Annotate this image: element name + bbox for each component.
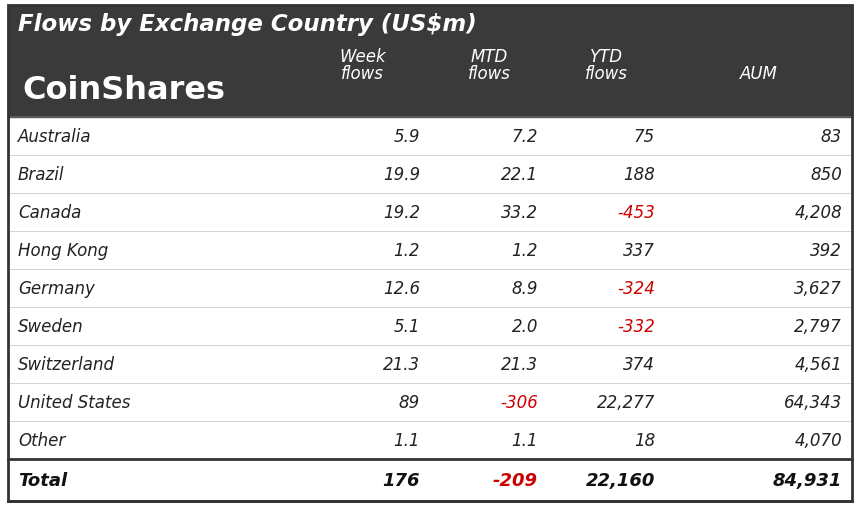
Text: -332: -332 [617,318,655,335]
Text: 84,931: 84,931 [772,471,842,489]
Text: 75: 75 [634,128,655,146]
Text: -306: -306 [501,393,538,411]
Text: United States: United States [18,393,131,411]
Text: 3,627: 3,627 [795,279,842,297]
Bar [8,232,852,269]
Text: Canada: Canada [18,204,82,221]
Text: 5.9: 5.9 [394,128,420,146]
Text: YTD: YTD [590,48,623,66]
Text: 5.1: 5.1 [394,318,420,335]
Text: 64,343: 64,343 [783,393,842,411]
Text: 21.3: 21.3 [383,355,420,373]
Text: Week: Week [339,48,386,66]
Bar [8,118,852,156]
Text: 4,070: 4,070 [795,431,842,449]
Text: 176: 176 [383,471,420,489]
Text: -453: -453 [617,204,655,221]
Text: Australia: Australia [18,128,92,146]
Text: 850: 850 [810,165,842,184]
Bar [8,383,852,421]
Bar [8,459,852,501]
Text: flows: flows [585,65,628,83]
Text: Switzerland: Switzerland [18,355,115,373]
Text: 83: 83 [820,128,842,146]
Text: 2,797: 2,797 [795,318,842,335]
Text: 19.2: 19.2 [383,204,420,221]
Text: Germany: Germany [18,279,95,297]
Bar [8,269,852,307]
Text: 2.0: 2.0 [512,318,538,335]
Text: 337: 337 [624,242,655,260]
Text: 374: 374 [624,355,655,373]
Bar [8,156,852,193]
Text: 8.9: 8.9 [512,279,538,297]
Text: 1.2: 1.2 [512,242,538,260]
Text: AUM: AUM [740,65,777,83]
Bar [8,345,852,383]
Text: 392: 392 [810,242,842,260]
Text: 7.2: 7.2 [512,128,538,146]
Bar [8,193,852,232]
Text: Sweden: Sweden [18,318,83,335]
Bar [8,6,852,118]
Text: 22,277: 22,277 [597,393,655,411]
Text: 22,160: 22,160 [586,471,655,489]
Text: Flows by Exchange Country (US$m): Flows by Exchange Country (US$m) [18,13,476,36]
Text: flows: flows [341,65,384,83]
Text: Other: Other [18,431,65,449]
Text: flows: flows [468,65,511,83]
Text: 18: 18 [634,431,655,449]
Text: CoinShares: CoinShares [22,75,225,106]
Text: 4,561: 4,561 [795,355,842,373]
Text: Brazil: Brazil [18,165,64,184]
Text: 33.2: 33.2 [501,204,538,221]
Text: 21.3: 21.3 [501,355,538,373]
Text: 188: 188 [624,165,655,184]
Text: 19.9: 19.9 [383,165,420,184]
Text: MTD: MTD [470,48,507,66]
Text: 89: 89 [399,393,420,411]
Text: 1.1: 1.1 [512,431,538,449]
Text: -209: -209 [493,471,538,489]
Text: 1.1: 1.1 [394,431,420,449]
Text: 22.1: 22.1 [501,165,538,184]
Text: 4,208: 4,208 [795,204,842,221]
Bar [8,421,852,459]
Text: Total: Total [18,471,67,489]
Text: 1.2: 1.2 [394,242,420,260]
Text: Hong Kong: Hong Kong [18,242,108,260]
Text: 12.6: 12.6 [383,279,420,297]
Text: -324: -324 [617,279,655,297]
Bar [8,307,852,345]
